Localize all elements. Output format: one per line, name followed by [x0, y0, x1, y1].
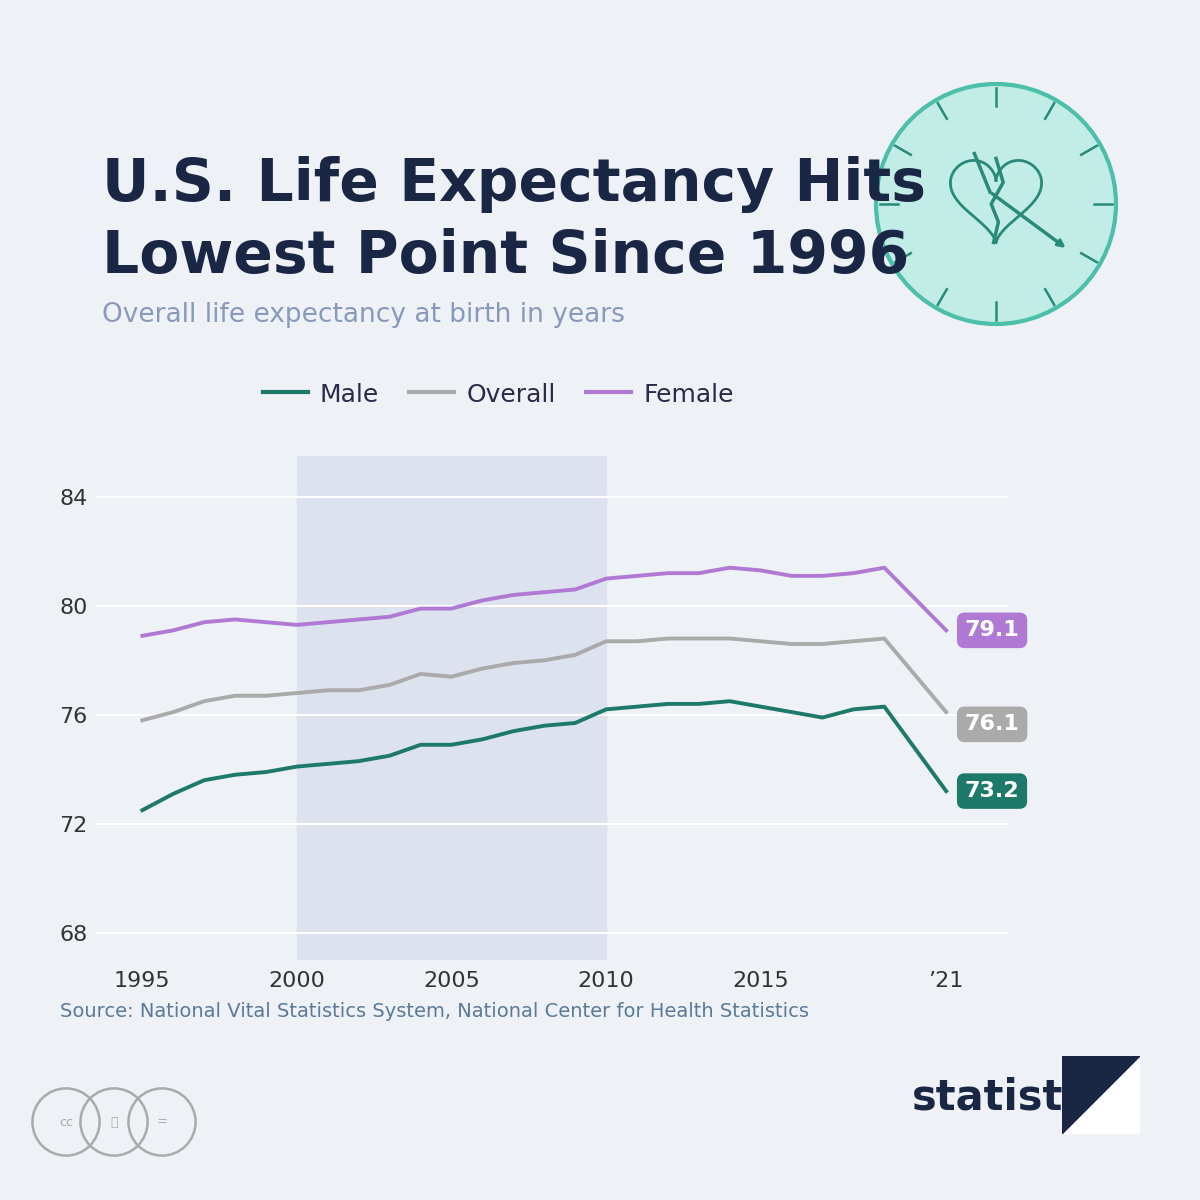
Text: statista: statista — [912, 1078, 1091, 1118]
Text: Overall life expectancy at birth in years: Overall life expectancy at birth in year… — [102, 302, 625, 329]
Text: Lowest Point Since 1996: Lowest Point Since 1996 — [102, 228, 910, 284]
Text: =: = — [157, 1116, 167, 1128]
Text: ⓘ: ⓘ — [110, 1116, 118, 1128]
Text: U.S. Life Expectancy Hits: U.S. Life Expectancy Hits — [102, 156, 926, 214]
Text: 73.2: 73.2 — [965, 781, 1019, 802]
Polygon shape — [1062, 1056, 1140, 1134]
Legend: Male, Overall, Female: Male, Overall, Female — [252, 372, 744, 418]
Text: Source: National Vital Statistics System, National Center for Health Statistics: Source: National Vital Statistics System… — [60, 1002, 809, 1021]
Circle shape — [876, 84, 1116, 324]
Text: 79.1: 79.1 — [965, 620, 1020, 641]
Bar — [296, 456, 606, 960]
Polygon shape — [1062, 1056, 1140, 1134]
Text: cc: cc — [59, 1116, 73, 1128]
Text: 76.1: 76.1 — [965, 714, 1020, 734]
Polygon shape — [950, 161, 1042, 242]
